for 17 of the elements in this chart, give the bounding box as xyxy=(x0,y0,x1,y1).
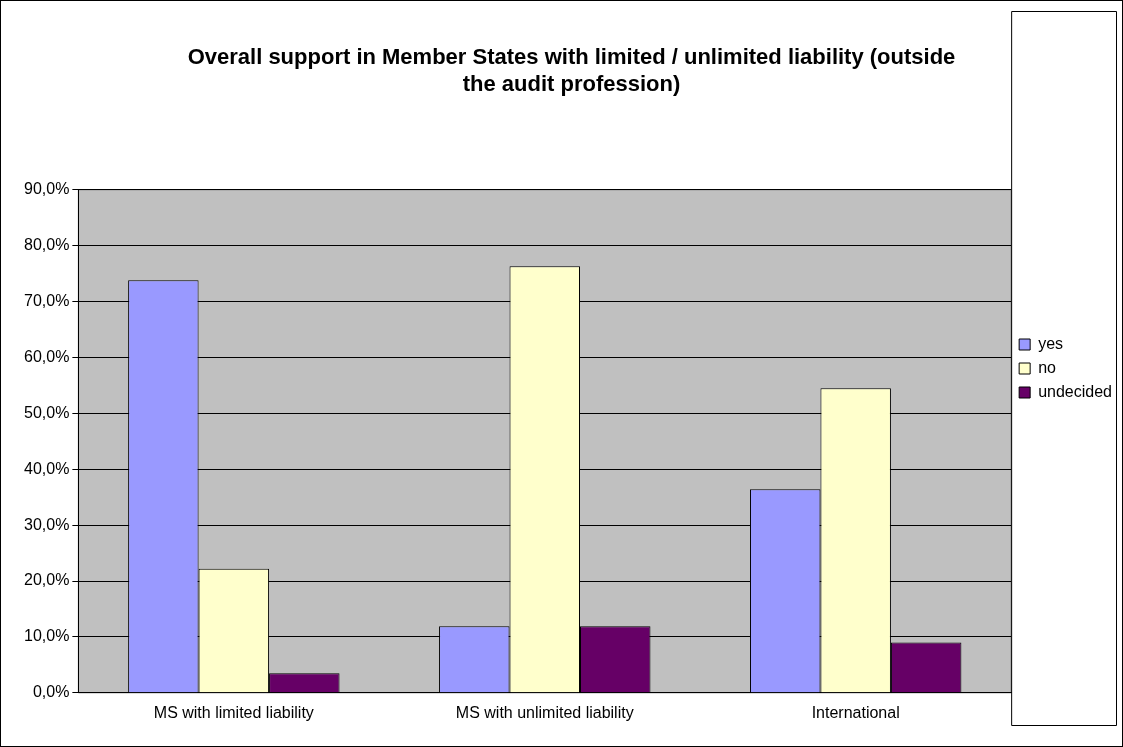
y-tick-label: 80,0% xyxy=(23,236,70,254)
y-tick-label: 90,0% xyxy=(23,180,70,198)
y-tick-label: 50,0% xyxy=(23,403,70,421)
legend-label: undecided xyxy=(1038,382,1112,400)
x-tick-label: International xyxy=(811,703,900,721)
y-tick-label: 40,0% xyxy=(23,459,70,477)
legend-label: no xyxy=(1038,358,1057,376)
y-tick-label: 70,0% xyxy=(23,291,70,309)
legend-label: yes xyxy=(1038,334,1064,352)
x-tick-label: MS with limited liability xyxy=(153,703,314,721)
chart-title: Overall support in Member States with limited / unlimited liability (outside the audit profession) xyxy=(187,44,956,96)
y-tick-label: 30,0% xyxy=(23,515,70,533)
y-tick-label: 20,0% xyxy=(23,571,70,589)
x-tick-label: MS with unlimited liability xyxy=(455,703,634,721)
y-tick-label: 60,0% xyxy=(23,347,70,365)
y-tick-label: 10,0% xyxy=(23,627,70,645)
y-tick-label: 0,0% xyxy=(32,683,70,701)
